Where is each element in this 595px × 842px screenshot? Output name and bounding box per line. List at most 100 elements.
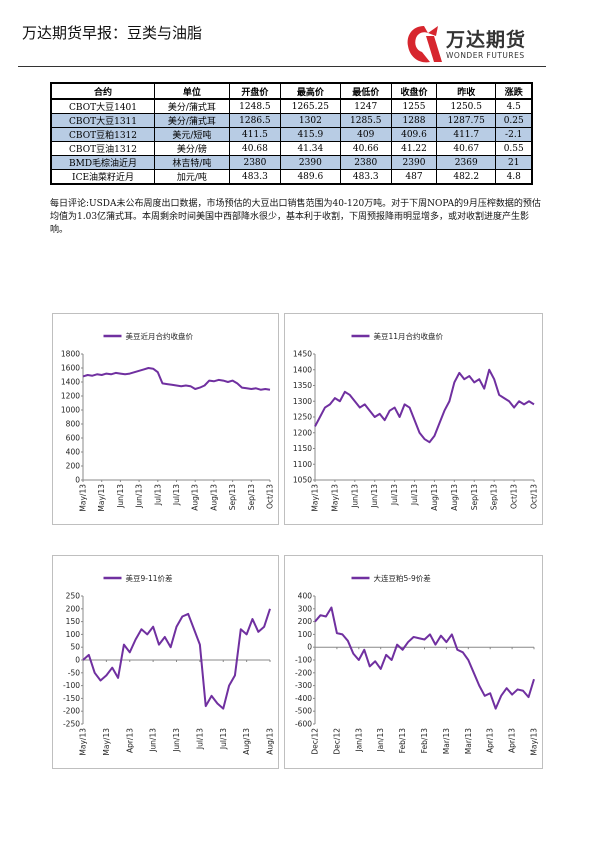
y-tick-label: 1800: [61, 350, 80, 359]
table-header: 单位: [154, 82, 230, 100]
y-tick-label: -600: [295, 720, 312, 729]
table-cell: CBOT大豆1311: [50, 113, 156, 128]
x-tick-label: Aug/13: [191, 484, 200, 511]
header-rule: [18, 66, 546, 67]
table-cell: 4.8: [495, 169, 533, 185]
table-cell: 0.25: [495, 113, 533, 128]
table-cell: 1302: [280, 113, 341, 128]
y-tick-label: 0: [75, 476, 80, 485]
chart: -250 -200 -150 -100 -50 0 50 100 150 200 250 May/13…: [63, 573, 275, 756]
table-cell: 林吉特/吨: [154, 155, 230, 170]
table-cell: 1248.5: [228, 98, 282, 114]
chart: -600 -500 -400 -300 -200 -100 0 100 200 300 400 Dec…: [295, 573, 539, 756]
x-tick-label: Oct/13: [530, 484, 539, 509]
chart-box: -600 -500 -400 -300 -200 -100 0 100 200 300 400 Dec…: [284, 555, 543, 769]
x-tick-label: Feb/13: [420, 728, 429, 754]
y-tick-label: 1200: [293, 428, 312, 437]
table-header: 涨跌: [495, 82, 533, 100]
table-cell: 483.3: [228, 169, 282, 185]
y-tick-label: 200: [66, 462, 81, 471]
x-tick-label: Jan/13: [376, 728, 385, 753]
table-cell: 美元/短吨: [154, 127, 230, 142]
table-cell: 1247: [339, 98, 392, 114]
y-tick-label: 0: [307, 643, 312, 652]
table-cell: BMD毛棕油近月: [50, 155, 156, 170]
y-tick-label: 1000: [61, 406, 80, 415]
x-tick-label: Jun/13: [135, 484, 144, 509]
y-tick-label: 150: [66, 617, 81, 626]
y-tick-label: 100: [298, 630, 313, 639]
x-tick-label: Jun/13: [116, 484, 125, 509]
table-cell: 2369: [436, 155, 497, 170]
table-cell: 1255: [390, 98, 438, 114]
table-header: 合约: [50, 82, 156, 100]
table-cell: 2380: [339, 155, 392, 170]
y-tick-label: 200: [66, 604, 81, 613]
x-tick-label: May/13: [102, 728, 111, 756]
legend-label: 美豆9-11价差: [126, 573, 174, 583]
x-tick-label: Sep/13: [470, 484, 479, 510]
x-tick-label: Jul/13: [153, 484, 162, 506]
y-tick-label: 1100: [293, 460, 312, 469]
table-header: 最低价: [339, 82, 392, 100]
x-tick-label: Aug/13: [266, 728, 275, 755]
x-tick-label: Feb/13: [398, 728, 407, 754]
y-tick-label: 1200: [61, 392, 80, 401]
table-cell: 482.2: [436, 169, 497, 185]
comment: 每日评论:USDA未公布周度出口数据，市场预估的大豆出口销售范围为40-120万…: [50, 199, 541, 235]
series-line: [82, 367, 271, 391]
y-tick-label: 1350: [293, 381, 312, 390]
x-tick-label: Dec/12: [332, 728, 341, 755]
x-tick-label: Aug/13: [430, 484, 439, 511]
page-title: 万达期货早报：豆类与油脂: [22, 24, 203, 42]
table-cell: 1285.5: [339, 113, 392, 128]
chart-box: 0 200 400 600 800 1000 1200 1400 1600 1800 May/13 M…: [52, 313, 279, 525]
table-cell: ICE油菜籽近月: [50, 169, 156, 185]
x-tick-label: Jul/13: [172, 484, 181, 506]
quote-table: 合约 单位 开盘价 最高价 最低价 收盘价 昨收 涨跌 CBOT大豆1401 美分/蒲式耳 1248…: [50, 82, 533, 185]
y-tick-label: 1050: [293, 476, 312, 485]
table-cell: CBOT大豆1401: [50, 98, 156, 114]
logo-icon: [407, 26, 442, 63]
y-tick-label: 1400: [293, 365, 312, 374]
table-cell: 40.67: [436, 141, 497, 156]
y-tick-label: -150: [63, 694, 80, 703]
table-row: CBOT大豆1401 美分/蒲式耳 1248.5 1265.25 1247 1255 125…: [50, 98, 533, 114]
y-tick-label: 1400: [61, 378, 80, 387]
table-cell: 40.66: [339, 141, 392, 156]
x-tick-label: Apr/13: [508, 728, 517, 753]
x-tick-label: Jul/13: [410, 484, 419, 506]
logo: 万达期货 WONDER FUTURES: [404, 22, 544, 66]
x-tick-label: May/13: [330, 484, 339, 512]
x-tick-label: May/13: [79, 484, 88, 512]
table-cell: 0.55: [495, 141, 533, 156]
table-row: ICE油菜籽近月 加元/吨 483.3 489.6 483.3 487 482.2 4.8: [50, 169, 533, 185]
y-tick-label: 0: [75, 656, 80, 665]
chart: 0 200 400 600 800 1000 1200 1400 1600 1800 May/13 M…: [61, 331, 275, 512]
table-cell: 40.68: [228, 141, 282, 156]
table-cell: 1288: [390, 113, 438, 128]
x-tick-label: Mar/13: [442, 728, 451, 754]
legend-label: 大连豆粕5-9价差: [374, 573, 432, 583]
legend-label: 美豆近月合约收盘价: [126, 331, 194, 341]
series-line: [314, 606, 535, 710]
y-tick-label: -200: [295, 668, 312, 677]
x-tick-label: May/13: [97, 484, 106, 512]
x-tick-label: Oct/13: [510, 484, 519, 509]
table-row: CBOT豆油1312 美分/磅 40.68 41.34 40.66 41.22 40.67 0…: [50, 141, 533, 156]
y-tick-label: 300: [298, 604, 313, 613]
x-tick-label: May/13: [79, 728, 88, 756]
x-tick-label: Jun/13: [350, 484, 359, 509]
table-cell: 41.22: [390, 141, 438, 156]
y-tick-label: -200: [63, 707, 80, 716]
series-line: [314, 368, 535, 444]
table-header: 开盘价: [228, 82, 282, 100]
y-tick-label: 100: [66, 630, 81, 639]
table-row: CBOT豆粕1312 美元/短吨 411.5 415.9 409 409.6 411.7 -2…: [50, 127, 533, 142]
x-tick-label: Sep/13: [228, 484, 237, 510]
x-tick-label: Aug/13: [242, 728, 251, 755]
x-tick-label: May/13: [530, 728, 539, 756]
table-cell: 415.9: [280, 127, 341, 142]
x-tick-label: Dec/12: [311, 728, 320, 755]
